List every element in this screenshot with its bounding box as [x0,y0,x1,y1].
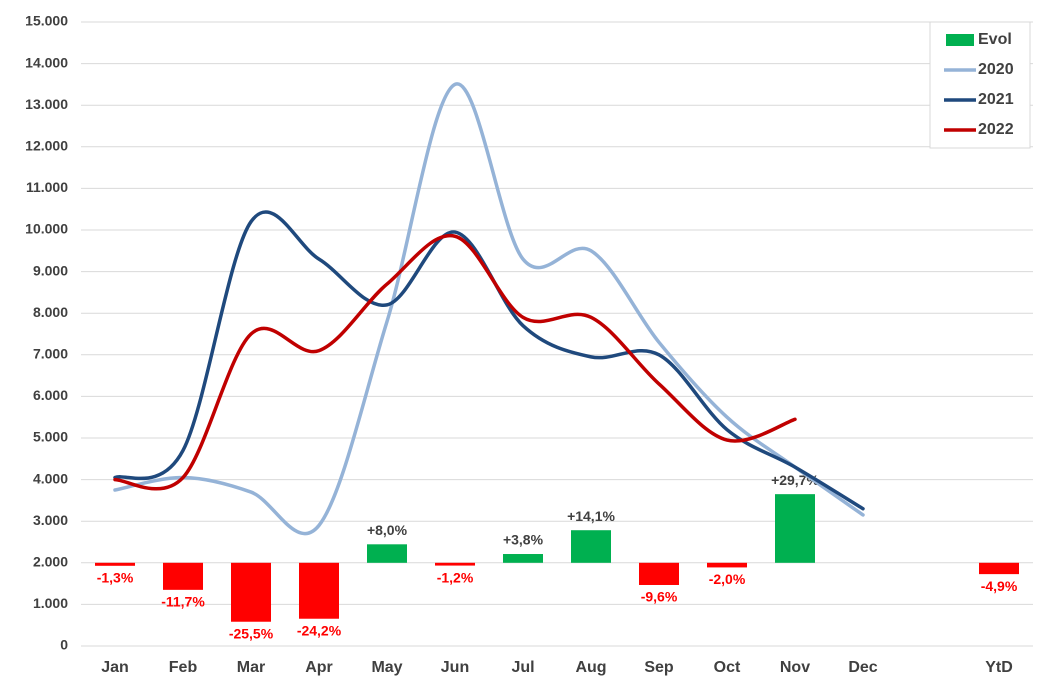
data-label: -2,0% [709,571,746,587]
line-series [113,210,865,511]
data-label: -1,2% [437,569,474,585]
x-tick-label: Jul [511,659,534,676]
bar [979,562,1019,575]
x-tick-label: Oct [714,659,741,676]
y-tick-label: 10.000 [25,221,68,237]
y-tick-label: 12.000 [25,138,68,154]
bar [231,562,271,622]
y-tick-label: 8.000 [33,304,68,320]
y-tick-label: 14.000 [25,54,68,70]
y-tick-label: 9.000 [33,262,68,278]
x-tick-label: YtD [985,659,1013,676]
bar [775,494,815,563]
data-label: -25,5% [229,625,274,641]
bar [367,544,407,563]
y-tick-label: 7.000 [33,346,68,362]
bar [435,562,475,566]
y-tick-label: 11.000 [26,179,68,195]
x-tick-label: Apr [305,659,333,676]
bar [95,562,135,566]
legend-label: Evol [978,31,1012,48]
legend-swatch [946,34,974,46]
y-tick-label: 1.000 [33,595,68,611]
bar [299,562,339,619]
data-label: -11,7% [161,594,205,610]
y-tick-label: 15.000 [25,13,68,29]
bar [639,562,679,585]
data-label: +8,0% [367,522,408,538]
x-tick-label: May [371,659,402,676]
bar [163,562,203,590]
x-tick-label: Mar [237,659,265,676]
data-label: -1,3% [97,570,134,586]
y-tick-label: 6.000 [33,387,68,403]
data-label: -4,9% [981,578,1018,594]
line-series [113,82,865,536]
x-tick-label: Aug [575,659,606,676]
y-tick-label: 5.000 [33,429,68,445]
y-tick-label: 0 [60,637,68,653]
legend-label: 2021 [978,91,1014,108]
y-tick-label: 13.000 [25,96,68,112]
y-tick-label: 3.000 [33,512,68,528]
bar [503,554,543,563]
bar [571,530,611,563]
legend-label: 2020 [978,61,1014,78]
data-label: -24,2% [297,622,342,638]
x-tick-label: Nov [780,659,810,676]
data-label: +14,1% [567,508,615,524]
data-label: +3,8% [503,532,544,548]
x-tick-label: Jun [441,659,469,676]
y-tick-label: 2.000 [33,554,68,570]
y-tick-label: 4.000 [33,470,68,486]
x-tick-label: Dec [848,659,877,676]
bar [707,562,747,568]
line-series [113,233,797,491]
data-label: -9,6% [641,589,678,605]
x-tick-label: Feb [169,659,198,676]
legend-label: 2022 [978,121,1014,138]
x-tick-label: Jan [101,659,129,676]
x-tick-label: Sep [644,659,674,676]
